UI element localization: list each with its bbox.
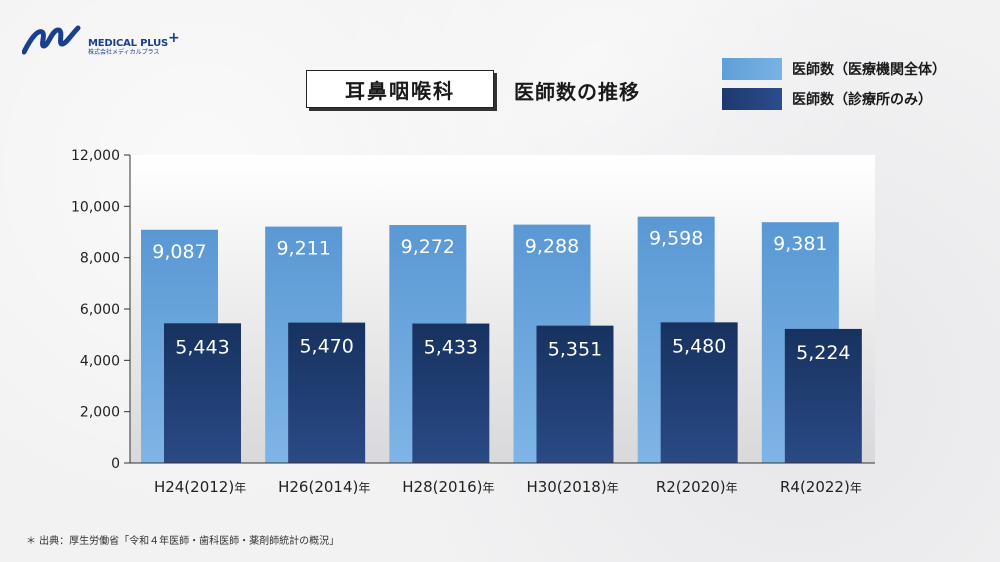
x-category-suffix: 年 (726, 481, 738, 495)
legend: 医師数（医療機関全体） 医師数（診療所のみ） (722, 54, 946, 114)
y-axis: 0 2,000 4,000 6,000 8,000 10,000 12,000 (71, 148, 131, 472)
data-label-total: 9,087 (152, 241, 206, 263)
data-label-clinic: 5,443 (175, 336, 229, 358)
data-label-clinic: 5,351 (548, 339, 602, 361)
y-tick-label: 8,000 (80, 251, 120, 267)
bar-clinic (536, 325, 614, 463)
chart-subtitle: 医師数の推移 (514, 80, 640, 104)
bar-series: 9,087 5,443 9,211 5,470 9,272 5,433 9,288 5,351… (141, 216, 862, 463)
data-label-total: 9,381 (773, 233, 827, 255)
logo-subtext: 株式会社メディカルプラス (88, 49, 160, 56)
company-logo[interactable]: MEDICAL PLUS+ 株式会社メディカルプラス (22, 22, 180, 62)
data-label-clinic: 5,224 (796, 342, 850, 364)
x-category-label: R4(2022)年 (780, 478, 862, 496)
bar-clinic (412, 323, 490, 463)
legend-label-all: 医師数（医療機関全体） (792, 62, 946, 78)
y-tick-label: 0 (111, 456, 120, 472)
x-category-suffix: 年 (850, 481, 862, 495)
data-label-total: 9,288 (525, 236, 579, 258)
bar-clinic (784, 328, 862, 463)
y-tick-label: 12,000 (71, 148, 120, 164)
x-category-suffix: 年 (234, 481, 246, 495)
x-category-suffix: 年 (607, 481, 619, 495)
x-category-label: H26(2014)年 (278, 478, 370, 496)
y-tick-label: 2,000 (80, 405, 120, 421)
legend-item-all: 医師数（医療機関全体） (722, 54, 946, 84)
data-label-total: 9,211 (276, 238, 330, 260)
x-category-label: H28(2016)年 (402, 478, 494, 496)
plot-area (130, 155, 875, 463)
medical-plus-logo-icon (22, 25, 81, 55)
bar-clinic (164, 323, 241, 463)
bar-clinic (660, 322, 738, 463)
legend-label-clinic: 医師数（診療所のみ） (792, 92, 932, 108)
data-label-total: 9,272 (401, 236, 455, 258)
chart-title-box: 耳鼻咽喉科 (306, 70, 494, 108)
logo-text: MEDICAL PLUS+ (88, 30, 180, 49)
x-category-suffix: 年 (483, 481, 495, 495)
y-tick-label: 4,000 (80, 353, 120, 369)
bar-clinic (288, 322, 366, 463)
x-category-label: H30(2018)年 (526, 478, 618, 496)
legend-item-clinic: 医師数（診療所のみ） (722, 84, 946, 114)
data-label-clinic: 5,470 (299, 336, 353, 358)
data-label-clinic: 5,480 (672, 335, 726, 357)
source-note: ＊ 出典：厚生労働省「令和４年医師・歯科医師・薬剤師統計の概況」 (26, 536, 340, 547)
data-label-clinic: 5,433 (424, 337, 478, 359)
x-category-label: R2(2020)年 (656, 478, 738, 496)
x-category-label: H24(2012)年 (154, 478, 246, 496)
data-label-total: 9,598 (649, 228, 703, 250)
chart-title: 耳鼻咽喉科 (345, 78, 455, 103)
legend-swatch-all (722, 58, 782, 80)
x-category-suffix: 年 (358, 481, 370, 495)
y-tick-label: 10,000 (71, 199, 120, 215)
y-tick-label: 6,000 (80, 302, 120, 318)
x-axis: H24(2012)年 H26(2014)年 H28(2016)年 H30(2018)年… (130, 462, 875, 496)
legend-swatch-clinic (722, 88, 782, 110)
